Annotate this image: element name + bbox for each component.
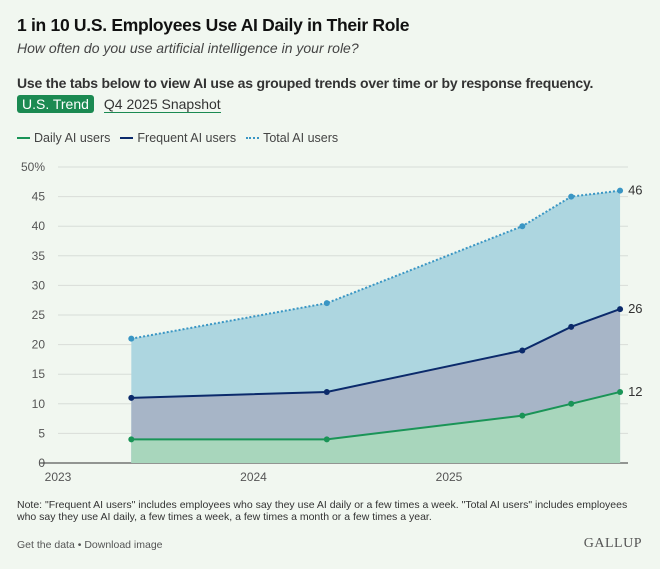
- tab-us-trend[interactable]: U.S. Trend: [17, 95, 94, 113]
- area-daily-ai-users: [131, 391, 621, 463]
- tab-bar: U.S. Trend Q4 2025 Snapshot: [17, 95, 221, 113]
- download-image-link[interactable]: Download image: [84, 539, 163, 551]
- data-point-frequent-ai-users: [128, 394, 135, 401]
- legend: Daily AI users Frequent AI users Total A…: [17, 131, 338, 145]
- legend-swatch: [17, 137, 30, 139]
- chart-subtitle: How often do you use artificial intellig…: [17, 40, 359, 56]
- data-point-total-ai-users: [519, 223, 526, 230]
- x-tick-label: 2025: [436, 470, 463, 484]
- legend-item-daily: Daily AI users: [17, 131, 110, 145]
- y-tick-label: 30: [32, 278, 46, 292]
- data-point-total-ai-users: [323, 300, 330, 307]
- get-data-link[interactable]: Get the data: [17, 539, 75, 551]
- x-tick-label: 2024: [240, 470, 267, 484]
- data-point-daily-ai-users: [617, 388, 624, 395]
- data-point-total-ai-users: [568, 193, 575, 200]
- y-tick-label: 5: [38, 426, 45, 440]
- tab-instructions: Use the tabs below to view AI use as gro…: [17, 75, 594, 91]
- data-point-total-ai-users: [128, 335, 135, 342]
- y-tick-label: 20: [32, 338, 46, 352]
- end-label-total-ai-users: 46: [628, 183, 642, 198]
- data-point-daily-ai-users: [128, 436, 135, 443]
- legend-label: Daily AI users: [34, 131, 111, 145]
- end-label-daily-ai-users: 12: [628, 384, 642, 399]
- y-tick-label: 10: [32, 397, 46, 411]
- y-tick-label: 45: [32, 190, 46, 204]
- legend-label: Total AI users: [263, 131, 339, 145]
- footer-links: Get the data • Download image: [17, 539, 163, 551]
- x-tick-label: 2023: [45, 470, 72, 484]
- y-tick-label: 15: [32, 367, 46, 381]
- footnote: Note: "Frequent AI users" includes emplo…: [17, 499, 628, 523]
- tab-q4-2025-snapshot[interactable]: Q4 2025 Snapshot: [103, 95, 221, 113]
- y-tick-label: 25: [32, 308, 46, 322]
- y-tick-label: 50%: [21, 160, 45, 174]
- data-point-frequent-ai-users: [568, 323, 575, 330]
- data-point-frequent-ai-users: [323, 388, 330, 395]
- end-label-frequent-ai-users: 26: [628, 301, 642, 316]
- separator: •: [74, 539, 85, 551]
- data-point-frequent-ai-users: [519, 347, 526, 354]
- legend-label: Frequent AI users: [137, 131, 237, 145]
- data-point-daily-ai-users: [568, 400, 575, 407]
- legend-swatch: [246, 137, 260, 139]
- chart-title: 1 in 10 U.S. Employees Use AI Daily in T…: [17, 15, 410, 35]
- gallup-logo: GALLUP: [583, 536, 642, 551]
- data-point-daily-ai-users: [323, 436, 330, 443]
- legend-item-total: Total AI users: [246, 131, 338, 145]
- legend-swatch: [120, 137, 134, 139]
- data-point-total-ai-users: [617, 187, 624, 194]
- y-tick-label: 35: [32, 249, 46, 263]
- data-point-daily-ai-users: [519, 412, 526, 419]
- data-point-frequent-ai-users: [617, 306, 624, 313]
- y-tick-label: 40: [32, 219, 46, 233]
- legend-item-frequent: Frequent AI users: [120, 131, 236, 145]
